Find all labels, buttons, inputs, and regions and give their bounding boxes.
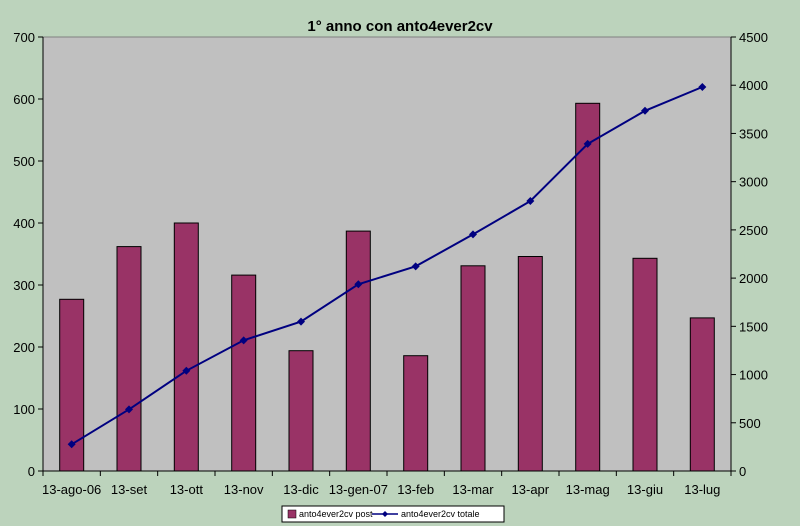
axes: 0 100 200 300 400 500 600 700 0 500 1000 1500 2000 25… xyxy=(13,30,768,497)
plot-area xyxy=(42,36,732,472)
x-tick-label: 13-feb xyxy=(397,482,434,497)
bar-series xyxy=(59,102,715,472)
bar-13-mar xyxy=(460,265,486,472)
legend-label-post: anto4ever2cv post xyxy=(299,509,373,519)
point-totale-13-mag xyxy=(583,139,592,148)
chart-title: 1° anno con anto4ever2cv xyxy=(307,18,493,35)
x-tick-label: 13-nov xyxy=(224,482,264,497)
point-totale-13-set xyxy=(125,405,133,414)
x-tick-label: 13-mag xyxy=(566,482,610,497)
y-right-tick-label: 2500 xyxy=(739,223,768,238)
point-totale-13-dic xyxy=(297,317,305,326)
bar-13-apr xyxy=(517,256,543,472)
bar-13-nov xyxy=(231,274,257,472)
y-left-tick-label: 500 xyxy=(13,154,35,169)
legend-label-totale: anto4ever2cv totale xyxy=(401,509,480,519)
y-right-tick-label: 500 xyxy=(739,416,761,431)
y-right-tick-label: 4500 xyxy=(739,30,768,45)
y-right-tick-label: 1500 xyxy=(739,319,768,334)
legend-swatch-post xyxy=(287,509,297,519)
point-totale-13-gen-07 xyxy=(354,280,363,289)
bar-13-giu xyxy=(632,257,658,472)
x-tick-label: 13-giu xyxy=(627,482,663,497)
x-tick-label: 13-set xyxy=(111,482,148,497)
x-tick-label: 13-lug xyxy=(684,482,720,497)
bar-13-lug xyxy=(689,317,715,472)
point-totale-13-lug xyxy=(698,82,707,91)
y-left-tick-label: 200 xyxy=(13,340,35,355)
y-left-tick-label: 300 xyxy=(13,278,35,293)
point-totale-13-feb xyxy=(411,262,420,271)
x-tick-label: 13-dic xyxy=(283,482,319,497)
bar-13-gen-07 xyxy=(345,230,371,472)
point-totale-13-ago-06 xyxy=(67,440,76,449)
y-right-tick-label: 3000 xyxy=(739,175,768,190)
bar-13-mag xyxy=(575,102,601,472)
bar-13-set xyxy=(116,246,142,472)
point-totale-13-nov xyxy=(239,336,248,345)
y-right-tick-label: 0 xyxy=(739,464,746,479)
x-tick-label: 13-ago-06 xyxy=(42,482,101,497)
x-tick-label: 13-mar xyxy=(452,482,494,497)
y-right-tick-label: 2000 xyxy=(739,271,768,286)
y-right-tick-label: 3500 xyxy=(739,126,768,141)
point-totale-13-giu xyxy=(641,106,649,115)
y-left-tick-label: 0 xyxy=(28,464,35,479)
bar-13-feb xyxy=(403,355,429,472)
line-totale xyxy=(71,86,703,446)
line-series xyxy=(67,82,707,449)
y-right-tick-label: 1000 xyxy=(739,368,768,383)
bar-13-ott xyxy=(173,222,199,472)
legend-marker-totale xyxy=(382,511,388,517)
x-tick-label: 13-gen-07 xyxy=(329,482,388,497)
x-tick-label: 13-apr xyxy=(512,482,550,497)
point-totale-13-apr xyxy=(526,197,535,206)
y-right-tick-label: 4000 xyxy=(739,78,768,93)
x-tick-label: 13-ott xyxy=(170,482,204,497)
y-left-tick-label: 100 xyxy=(13,402,35,417)
y-left-tick-label: 700 xyxy=(13,30,35,45)
y-left-tick-label: 600 xyxy=(13,92,35,107)
legend: anto4ever2cv post anto4ever2cv totale xyxy=(281,505,505,523)
y-left-tick-label: 400 xyxy=(13,216,35,231)
bar-13-dic xyxy=(288,350,314,472)
point-totale-13-ott xyxy=(182,366,191,375)
point-totale-13-mar xyxy=(469,230,477,239)
